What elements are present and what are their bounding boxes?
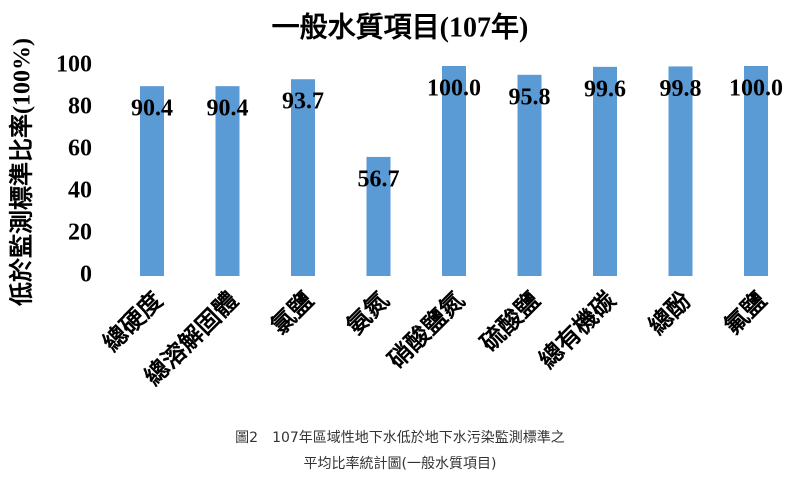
bar: [215, 86, 240, 276]
value-label: 56.7: [358, 166, 400, 192]
bar: [744, 66, 768, 276]
chart-title: 一般水質項目(107年): [272, 10, 529, 43]
y-tick-label: 0: [80, 262, 92, 288]
bar: [140, 86, 164, 276]
value-label: 93.7: [282, 89, 324, 115]
y-tick-label: 20: [68, 220, 92, 246]
value-label: 99.8: [660, 76, 702, 102]
value-label: 95.8: [509, 84, 551, 110]
y-tick-label: 60: [68, 136, 92, 162]
value-label: 100.0: [729, 76, 783, 102]
x-tick-label: 硝酸鹽氮: [383, 287, 470, 374]
y-axis-label: 低於監測標準比率(100%): [8, 38, 36, 307]
bar: [517, 74, 542, 276]
y-tick-label: 40: [68, 178, 92, 204]
caption: 平均比率統計圖(一般水質項目): [304, 455, 497, 472]
x-tick-label: 總酚: [643, 286, 697, 340]
bar: [442, 66, 466, 276]
value-label: 90.4: [131, 96, 173, 122]
x-tick-label: 氨氮: [342, 287, 395, 340]
x-tick-label: 氟鹽: [719, 287, 772, 340]
x-tick-label: 總硬度: [97, 286, 168, 357]
x-tick-label: 硫酸鹽: [475, 286, 546, 357]
x-tick-label: 總有機碳: [533, 286, 621, 374]
bar: [593, 66, 617, 276]
caption: 圖2 107年區域性地下水低於地下水污染監測標準之: [235, 429, 565, 446]
y-tick-label: 100: [56, 52, 92, 78]
bar: [668, 66, 693, 276]
y-tick-label: 80: [68, 94, 92, 120]
value-label: 90.4: [207, 96, 249, 122]
value-label: 99.6: [584, 76, 626, 102]
x-tick-label: 氯鹽: [265, 286, 319, 340]
value-label: 100.0: [427, 76, 481, 102]
bar: [366, 156, 391, 276]
bar: [291, 79, 315, 276]
